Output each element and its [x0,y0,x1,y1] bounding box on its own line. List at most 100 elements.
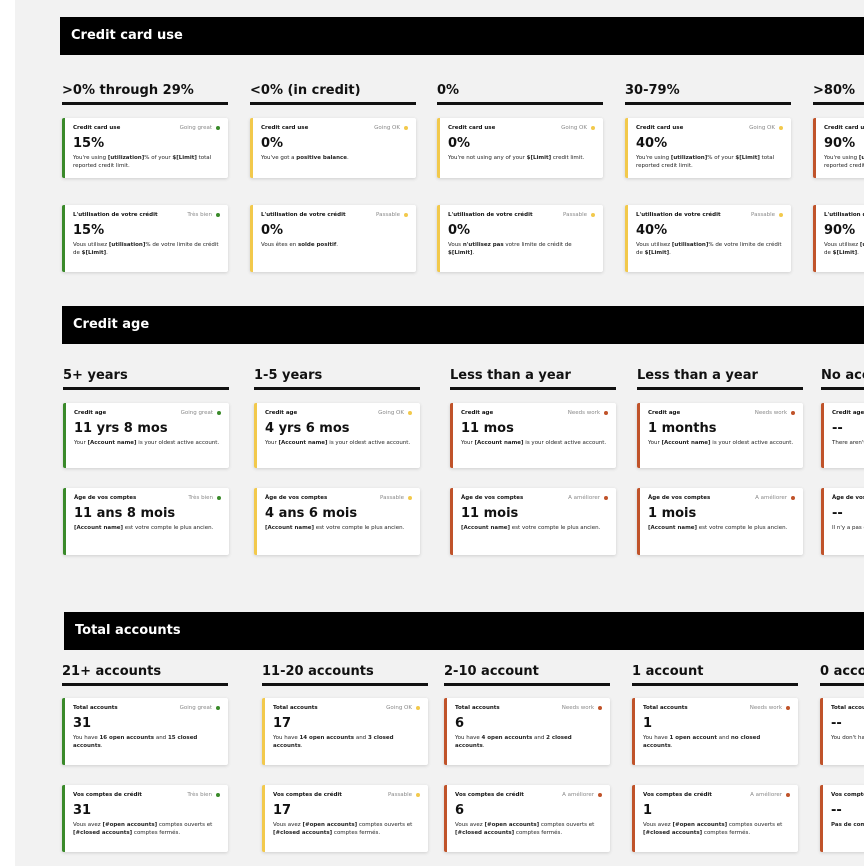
status: Going OK [749,125,783,131]
description-text: 4 open accounts [481,735,533,741]
status: Going OK [561,125,595,131]
card-value: 0% [261,223,284,238]
description-text: 3 closed accounts [273,735,394,749]
card-description: [Account name] est votre compte le plus … [265,524,412,532]
status-dot [786,792,790,797]
description-text: est votre compte le plus ancien. [697,525,788,531]
status-text: Needs work [567,410,600,416]
card-description: Your [Account name] is your oldest activ… [74,439,221,447]
status-dot [416,705,420,710]
card-label: L'utilisation de votre crédit [636,212,721,218]
card-value: 4 yrs 6 mos [265,421,350,436]
card-description: Vous n'utilisez pas votre limite de créd… [448,241,595,257]
status-text: Passable [563,212,587,218]
card-description: You have 4 open accounts and 2 closed ac… [455,734,602,750]
status-card: Âge de vos comptes A améliorer 1 mois [Acco… [637,488,803,555]
column-heading: <0% (in credit) [250,83,416,105]
status-dot [217,495,221,500]
card-value: 1 mois [648,506,697,521]
card-description: Vous utilisez [utilisation]% de votre li… [73,241,220,257]
description-text: total reported credit limit. [636,155,775,169]
status-dot [216,792,220,797]
card-description: [Account name] est votre compte le plus … [461,524,608,532]
description-text: . [482,743,485,749]
description-text: [utilisation] [859,242,864,248]
card-value: 0% [261,136,284,151]
status-card: Vos comptes de crédit Très bien 31 Vous ave… [62,785,228,852]
card-value: 6 [455,803,465,818]
card-description: You're using [utilization]% of your $[Li… [824,154,864,170]
status: Going great [180,705,220,711]
description-text: $[Limit] [735,155,760,161]
card-value: 0% [448,136,471,151]
description-text: Il n'y a pas de compte ouvert [832,525,864,531]
card-label: Total accounts [455,705,500,711]
description-text: Vous êtes en [261,242,298,248]
card-label: Âge de vos comptes [461,495,524,501]
card-label: Credit age [265,410,298,416]
status-text: Passable [388,792,412,798]
description-text: comptes ouverts et [157,822,213,828]
description-text: . [336,242,339,248]
status-dot [791,495,795,500]
status-card: Credit card use Going OK 0% You're not usin… [437,118,603,178]
status-dot [216,212,220,217]
status-dot [408,410,412,415]
description-text: Your [265,440,279,446]
card-value: 11 yrs 8 mos [74,421,168,436]
card-label: Credit age [832,410,864,416]
description-text: Your [74,440,88,446]
description-text: . [857,250,859,256]
card-label: Vos comptes de crédit [831,792,864,798]
card-label: Vos comptes de crédit [455,792,524,798]
card-value: 1 [643,716,653,731]
card-description: Your [Account name] is your oldest activ… [461,439,608,447]
status-text: Passable [751,212,775,218]
description-text: [#open accounts] [484,822,540,828]
description-text: $[Limit] [448,250,473,256]
card-label: Âge de vos comptes [74,495,137,501]
description-text: Your [461,440,475,446]
status-text: Needs work [754,410,787,416]
status: Needs work [750,705,790,711]
status-card: Total accounts Going great 31 You have 16 o… [62,698,228,765]
description-text: credit limit. [551,155,585,161]
description-text: positive balance [296,155,348,161]
card-value: 17 [273,716,292,731]
status: Going OK [374,125,408,131]
column-heading: Less than a year [637,368,803,390]
status: A améliorer [562,792,602,798]
description-text: comptes fermés. [514,830,563,836]
description-text: [utilization] [858,155,864,161]
status: Passable [380,495,412,501]
section-title: Total accounts [64,612,864,650]
status-text: Passable [376,212,400,218]
description-text: $[Limit] [81,250,107,256]
status: Passable [563,212,595,218]
description-text: . [106,250,108,256]
status-card: Vos comptes de crédit A améliorer 1 Vous av… [632,785,798,852]
status-text: Going OK [386,705,412,711]
status-text: Going OK [378,410,404,416]
description-text: [utilization] [670,155,708,161]
description-text: You don't have any accounts on your repo… [831,735,864,741]
status-dot [604,410,608,415]
card-value: 4 ans 6 mois [265,506,358,521]
description-text: no closed accounts [643,735,761,749]
status-text: Going OK [561,125,587,131]
status-text: Going great [180,410,213,416]
column-heading: 30-79% [625,83,791,105]
description-text: est votre compte le plus ancien. [123,525,214,531]
card-description: Your [Account name] is your oldest activ… [648,439,795,447]
card-description: Vous êtes en solde positif. [261,241,408,249]
card-value: 1 months [648,421,717,436]
description-text: [#open accounts] [302,822,358,828]
card-value: 0% [448,223,471,238]
status-text: A améliorer [562,792,594,798]
card-value: 90% [824,223,856,238]
description-text: [#closed accounts] [273,830,333,836]
description-text: You have [273,735,300,741]
status-card: L'utilisation de votre crédit Très bien 15… [62,205,228,272]
description-text: You have [455,735,482,741]
